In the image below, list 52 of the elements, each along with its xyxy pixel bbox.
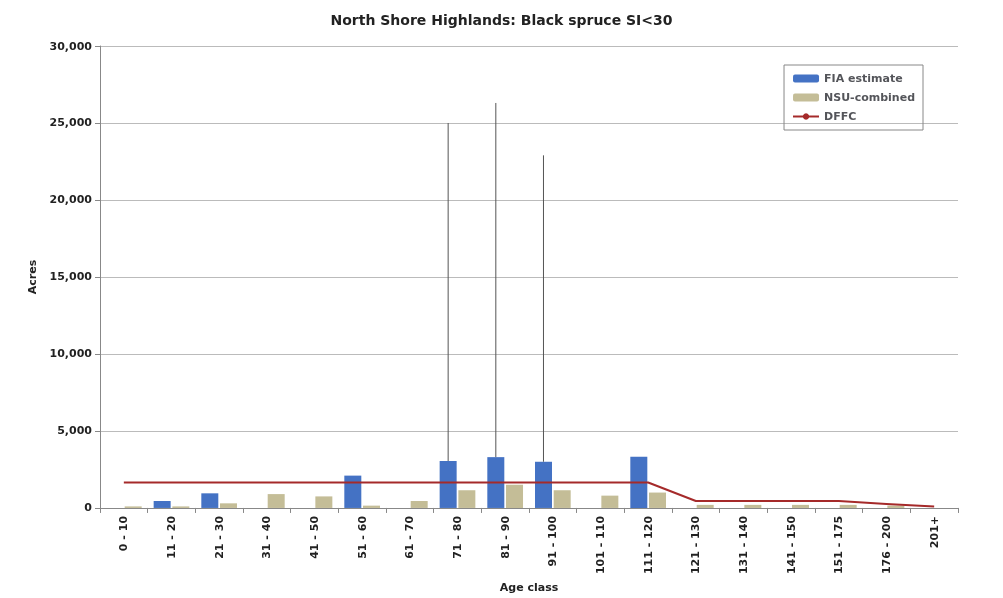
x-tick-label: 0 - 10 [117, 515, 131, 552]
x-tick-label: 151 - 175 [832, 515, 846, 575]
x-tick-label: 121 - 130 [689, 515, 703, 575]
x-tick-label: 51 - 60 [355, 515, 369, 559]
x-tick-label: 11 - 20 [165, 515, 178, 559]
line-series [122, 481, 936, 508]
x-tick-label: 81 - 90 [498, 515, 512, 559]
x-tick-label: 201+ [927, 515, 941, 549]
chart-title: North Shore Highlands: Black spruce SI<30 [330, 12, 673, 28]
bar [744, 504, 762, 508]
y-axis-title: Acres [26, 259, 39, 295]
x-tick-label: 71 - 80 [451, 515, 464, 559]
y-tick-label: 25,000 [49, 116, 93, 130]
bar [630, 456, 648, 508]
bar [649, 492, 667, 508]
bar [344, 475, 362, 508]
x-axis-title: Age class [499, 581, 559, 594]
bar [267, 494, 285, 508]
x-tick-label: 131 - 140 [737, 515, 750, 575]
y-tick-label: 15,000 [49, 270, 93, 284]
bar [534, 461, 552, 508]
y-tick-label: 20,000 [49, 193, 93, 207]
bar [410, 501, 428, 508]
x-tick-label: 91 - 100 [546, 515, 560, 567]
y-tick-label: 10,000 [49, 347, 93, 361]
bar [220, 503, 238, 508]
bar [315, 496, 333, 508]
x-tick-label: 21 - 30 [212, 515, 226, 559]
y-tick-label: 0 [84, 501, 93, 515]
bar [553, 490, 571, 508]
bar [601, 495, 619, 508]
bar [839, 504, 857, 508]
bar [153, 501, 171, 508]
bar [696, 504, 714, 508]
legend-label: FIA estimate [824, 72, 903, 85]
y-tick-label: 30,000 [49, 39, 93, 53]
bar [201, 493, 219, 508]
legend-label: NSU-combined [824, 91, 916, 104]
legend-label: DFFC [824, 110, 857, 123]
y-tick-label: 5,000 [57, 424, 93, 438]
bar [506, 484, 524, 508]
bar [458, 490, 476, 508]
x-tick-label: 176 - 200 [880, 515, 893, 575]
x-tick-label: 101 - 110 [594, 515, 607, 575]
x-tick-label: 31 - 40 [260, 515, 274, 559]
x-tick-label: 111 - 120 [641, 515, 655, 575]
x-tick-label: 141 - 150 [784, 515, 798, 575]
bar [487, 457, 505, 508]
x-tick-label: 61 - 70 [403, 515, 417, 559]
x-tick-label: 41 - 50 [308, 515, 321, 559]
bar [792, 504, 810, 508]
bar [439, 460, 457, 508]
